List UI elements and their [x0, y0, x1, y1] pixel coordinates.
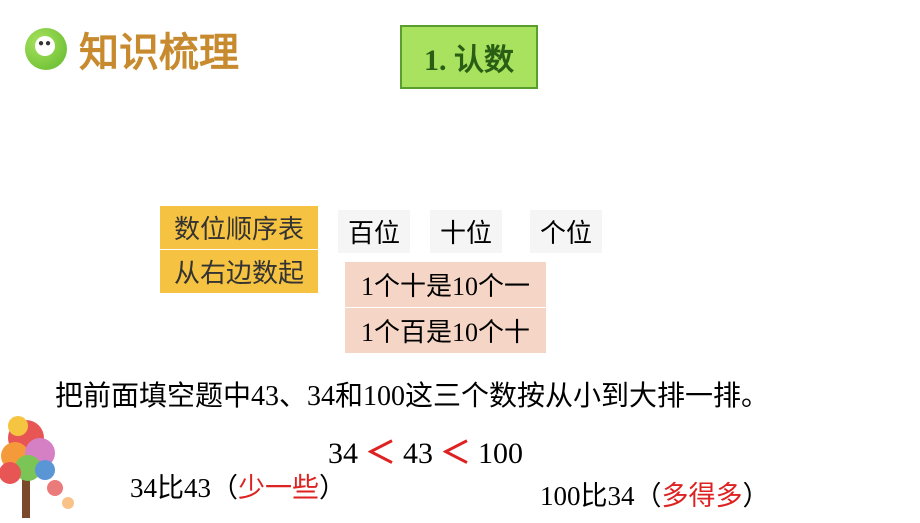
page-title: 知识梳理 [79, 20, 239, 78]
tree-decoration-icon [0, 388, 110, 518]
question-text: 把前面填空题中43、34和100这三个数按从小到大排一排。 [55, 374, 769, 414]
compare-2: 100比34（多得多） [540, 474, 770, 513]
c2-suffix: ） [743, 481, 770, 511]
rule-box-2: 1个百是10个十 [345, 308, 546, 353]
c1-answer: 少一些 [238, 473, 319, 503]
place-hundreds: 百位 [338, 210, 410, 253]
place-tens: 十位 [430, 210, 502, 253]
compare-1: 34比43（少一些） [130, 473, 346, 503]
c2-prefix: 100比34（ [540, 481, 662, 511]
c1-suffix: ） [319, 473, 346, 503]
rule-box-1: 1个十是10个一 [345, 262, 546, 307]
topic-box: 1. 认数 [400, 25, 538, 89]
yellow-box-2: 从右边数起 [160, 250, 318, 293]
c1-prefix: 34比43（ [130, 473, 238, 503]
c2-answer: 多得多 [662, 481, 743, 511]
compare-row: 34比43（少一些） 100比34（多得多） [130, 466, 890, 505]
yellow-box-1: 数位顺序表 [160, 206, 318, 249]
place-ones: 个位 [530, 210, 602, 253]
mascot-icon [25, 28, 67, 70]
